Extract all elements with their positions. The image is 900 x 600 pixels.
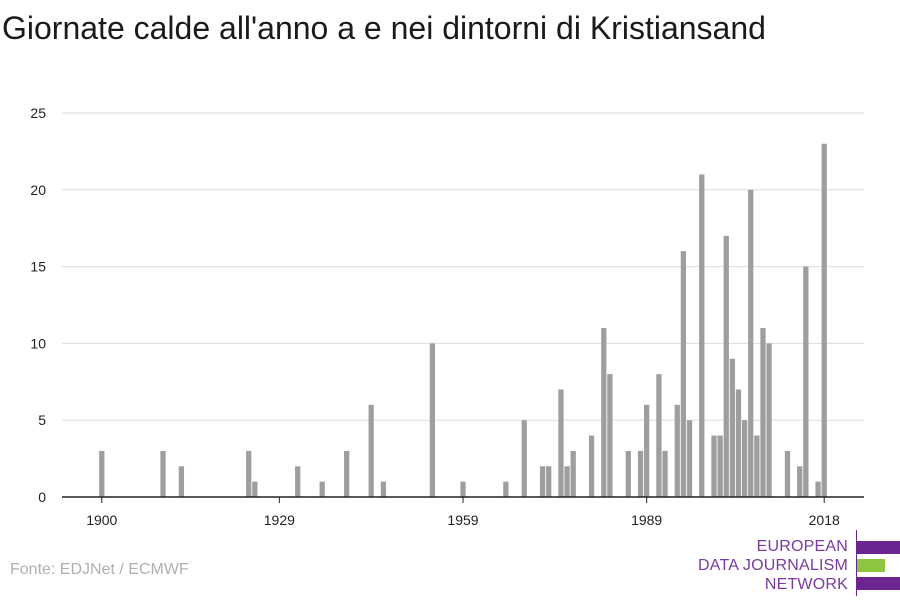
bar-1988[interactable]: [637, 450, 644, 497]
bar-1998[interactable]: [699, 174, 705, 497]
x-tick-label: 2018: [809, 512, 840, 528]
edjnet-logo[interactable]: EUROPEAN DATA JOURNALISM NETWORK: [698, 530, 900, 596]
bar-1976[interactable]: [564, 466, 570, 497]
y-tick-label: 25: [30, 105, 46, 121]
bar-2012[interactable]: [784, 450, 791, 497]
bar-1910[interactable]: [160, 450, 166, 497]
bar-1924[interactable]: [246, 450, 252, 497]
bar-2003[interactable]: [729, 358, 736, 497]
bar-1954[interactable]: [429, 343, 436, 497]
bar-1980[interactable]: [588, 435, 595, 497]
bar-1986[interactable]: [625, 450, 631, 497]
bar-2001[interactable]: [717, 435, 723, 497]
bar-1994[interactable]: [674, 404, 680, 497]
bars: [99, 143, 827, 498]
logo-line-2: DATA JOURNALISM: [698, 557, 848, 574]
x-tick-label: 1959: [447, 512, 478, 528]
bar-1992[interactable]: [662, 450, 668, 497]
bar-1932[interactable]: [295, 466, 301, 497]
x-tick-label: 1929: [264, 512, 295, 528]
bar-1972[interactable]: [539, 466, 546, 497]
bar-1995[interactable]: [680, 251, 687, 497]
logo-line-1: EUROPEAN: [756, 538, 848, 555]
bar-1940[interactable]: [344, 450, 350, 497]
bar-2008[interactable]: [760, 328, 766, 497]
bar-1975[interactable]: [558, 389, 564, 497]
bar-1969[interactable]: [521, 420, 527, 497]
bar-1913[interactable]: [178, 466, 185, 497]
bar-2005[interactable]: [741, 420, 748, 497]
logo-bar-bottom: [857, 577, 900, 590]
logo-line-3: NETWORK: [764, 576, 848, 593]
bar-1944[interactable]: [368, 404, 374, 497]
x-tick-label: 1989: [631, 512, 662, 528]
y-tick-label: 0: [38, 489, 46, 505]
y-tick-label: 15: [30, 259, 46, 275]
bar-2014[interactable]: [797, 466, 803, 497]
bar-2018[interactable]: [821, 143, 827, 497]
bar-1946[interactable]: [380, 481, 387, 497]
bar-2015[interactable]: [803, 266, 809, 497]
source-note: Fonte: EDJNet / ECMWF: [10, 561, 189, 578]
bar-1925[interactable]: [252, 481, 258, 497]
axes: 0 5 10 15 20 25 1900 1929 1959 1989 2018: [30, 105, 864, 528]
y-tick-label: 5: [38, 412, 46, 428]
bar-1983[interactable]: [607, 374, 613, 497]
bar-2009[interactable]: [766, 343, 772, 497]
x-tick-label: 1900: [86, 512, 117, 528]
bar-1977[interactable]: [570, 450, 576, 497]
bar-1989[interactable]: [644, 404, 650, 497]
bar-2007[interactable]: [754, 435, 760, 497]
bar-1966[interactable]: [503, 481, 509, 497]
bar-1973[interactable]: [546, 466, 552, 497]
logo-bar-middle: [857, 559, 885, 572]
bar-1959[interactable]: [460, 481, 466, 497]
bar-2017[interactable]: [815, 481, 821, 497]
logo-divider: [856, 530, 857, 596]
bar-1900[interactable]: [99, 450, 105, 497]
bar-2000[interactable]: [711, 435, 717, 497]
bar-1996[interactable]: [686, 420, 693, 497]
bar-2002[interactable]: [723, 235, 729, 497]
bar-1991[interactable]: [656, 374, 662, 497]
gridlines: [62, 112, 864, 421]
y-tick-label: 20: [30, 182, 46, 198]
logo-bar-top: [857, 541, 900, 554]
bar-2006[interactable]: [748, 189, 754, 498]
bar-1982[interactable]: [601, 328, 607, 497]
y-tick-label: 10: [30, 335, 46, 351]
bar-1936[interactable]: [319, 481, 325, 497]
chart-title: Giornate calde all'anno a e nei dintorni…: [2, 10, 766, 46]
bar-2004[interactable]: [735, 389, 742, 497]
